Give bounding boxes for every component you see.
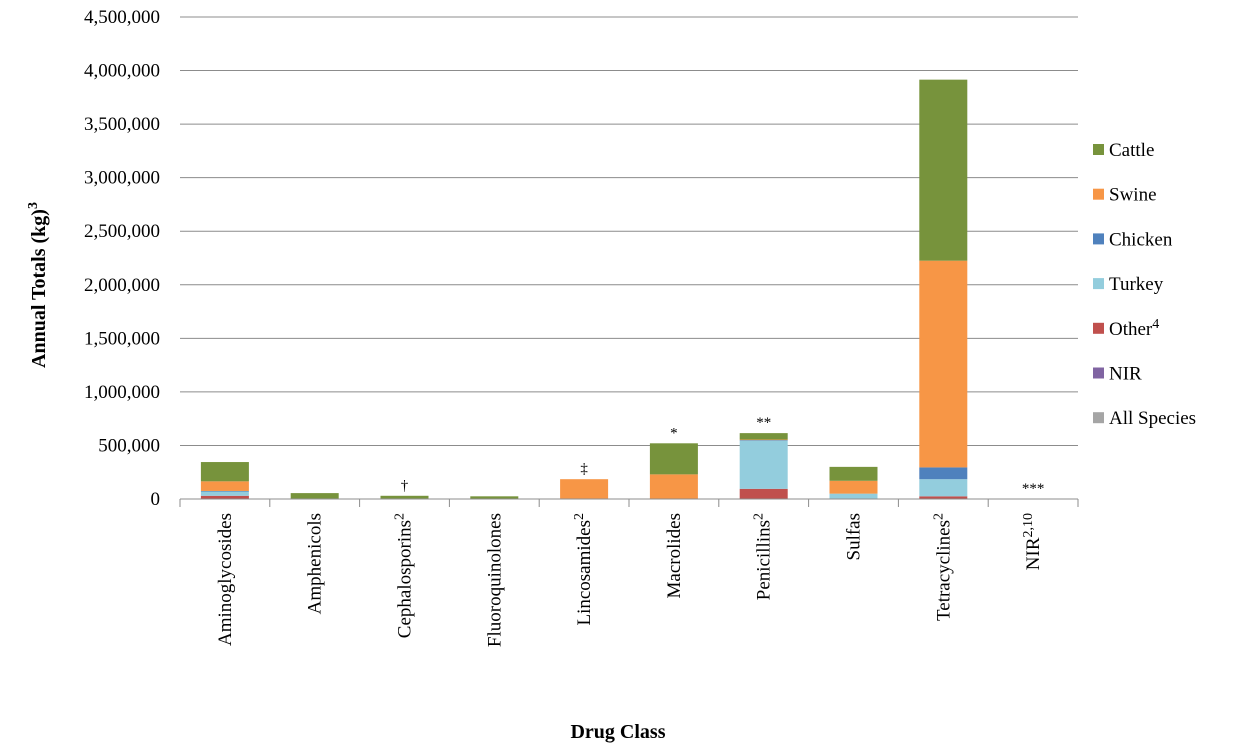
x-tick-label: Amphenicols xyxy=(305,513,326,614)
legend-label: Cattle xyxy=(1109,140,1154,161)
y-axis-title-superscript: 3 xyxy=(26,202,41,209)
legend-swatch xyxy=(1093,412,1104,424)
legend-label: All Species xyxy=(1109,408,1196,429)
bars xyxy=(200,79,968,499)
legend-label: NIR xyxy=(1109,364,1142,385)
legend: Cattle Swine Chicken Turkey Other4 NIR All Spe… xyxy=(1093,140,1196,429)
bar-marker: *** xyxy=(1022,481,1045,497)
bar-segment-other xyxy=(739,488,788,499)
legend-swatch xyxy=(1093,188,1104,200)
y-tick-label: 2,000,000 xyxy=(84,275,160,296)
x-tick-label: Cephalosporins2 xyxy=(393,513,416,638)
legend-swatch xyxy=(1093,278,1104,290)
gridlines xyxy=(180,16,1078,446)
bar-segment-cattle xyxy=(829,466,878,481)
x-tick-label: Aminoglycosides xyxy=(215,513,236,646)
bar-segment-turkey xyxy=(739,440,788,489)
y-tick-label: 2,500,000 xyxy=(84,221,160,242)
bar-segment-other xyxy=(200,495,249,499)
legend-swatch xyxy=(1093,322,1104,334)
x-tick-label: Fluoroquinolones xyxy=(484,513,505,647)
bar-segment-turkey xyxy=(829,493,878,499)
y-tick-label: 500,000 xyxy=(98,435,160,456)
bar-segment-cattle xyxy=(200,462,249,482)
x-axis-title: Drug Class xyxy=(570,721,665,743)
bar-segment-swine xyxy=(829,480,878,494)
bar-segment-swine xyxy=(649,474,698,499)
bar-segment-cattle xyxy=(739,433,788,440)
y-tick-label: 0 xyxy=(151,489,161,510)
y-tick-label: 1,000,000 xyxy=(84,382,160,403)
legend-label: Turkey xyxy=(1109,274,1164,295)
bar-marker: † xyxy=(401,478,409,494)
bar-marker: ‡ xyxy=(580,461,588,477)
bar-segment-swine xyxy=(200,481,249,491)
x-axis-ticks: Aminoglycosides Amphenicols Cephalosporins… xyxy=(215,513,1044,647)
bar-segment-cattle xyxy=(290,493,339,499)
bar-segment-turkey xyxy=(919,479,968,497)
bar-marker: * xyxy=(670,425,678,441)
bar-segment-swine xyxy=(919,260,968,468)
legend-label: Other4 xyxy=(1109,317,1159,340)
bar-segment-chicken xyxy=(200,490,249,492)
y-tick-label: 3,500,000 xyxy=(84,114,160,135)
legend-swatch xyxy=(1093,367,1104,379)
legend-label: Chicken xyxy=(1109,229,1173,250)
x-tick-label: NIR2,10 xyxy=(1021,513,1044,570)
bar-segment-cattle xyxy=(380,495,429,499)
legend-swatch xyxy=(1093,144,1104,155)
y-tick-label: 4,000,000 xyxy=(84,61,160,82)
bar-marker: ** xyxy=(756,415,771,431)
x-tick-label: Sulfas xyxy=(844,513,865,561)
y-axis-ticks: 0 500,000 1,000,000 1,500,000 2,000,000 2,500… xyxy=(84,7,160,510)
x-tick-label: Lincosamides2 xyxy=(572,513,595,626)
y-tick-label: 1,500,000 xyxy=(84,328,160,349)
x-tick-label: Tetracyclines2 xyxy=(931,513,954,621)
bar-segment-cattle xyxy=(649,443,698,475)
legend-swatch xyxy=(1093,233,1104,245)
bar-segment-swine xyxy=(739,439,788,441)
bar-segment-swine xyxy=(560,479,609,499)
bar-segment-other xyxy=(919,496,968,499)
legend-label: Swine xyxy=(1109,185,1157,206)
bar-markers: †‡****** xyxy=(401,415,1045,497)
bar-segment-chicken xyxy=(919,467,968,480)
x-axis xyxy=(179,498,1079,507)
bar-segment-cattle xyxy=(919,79,968,261)
y-tick-label: 3,000,000 xyxy=(84,168,160,189)
bar-segment-turkey xyxy=(200,491,249,496)
bar-segment-chicken xyxy=(739,440,788,441)
y-tick-label: 4,500,000 xyxy=(84,7,160,28)
x-tick-label: Macrolides xyxy=(664,513,685,598)
bar-segment-cattle xyxy=(470,496,519,499)
y-axis-title: Annual Totals (kg)3 xyxy=(26,202,50,368)
x-tick-label: Penicillins2 xyxy=(752,513,775,600)
